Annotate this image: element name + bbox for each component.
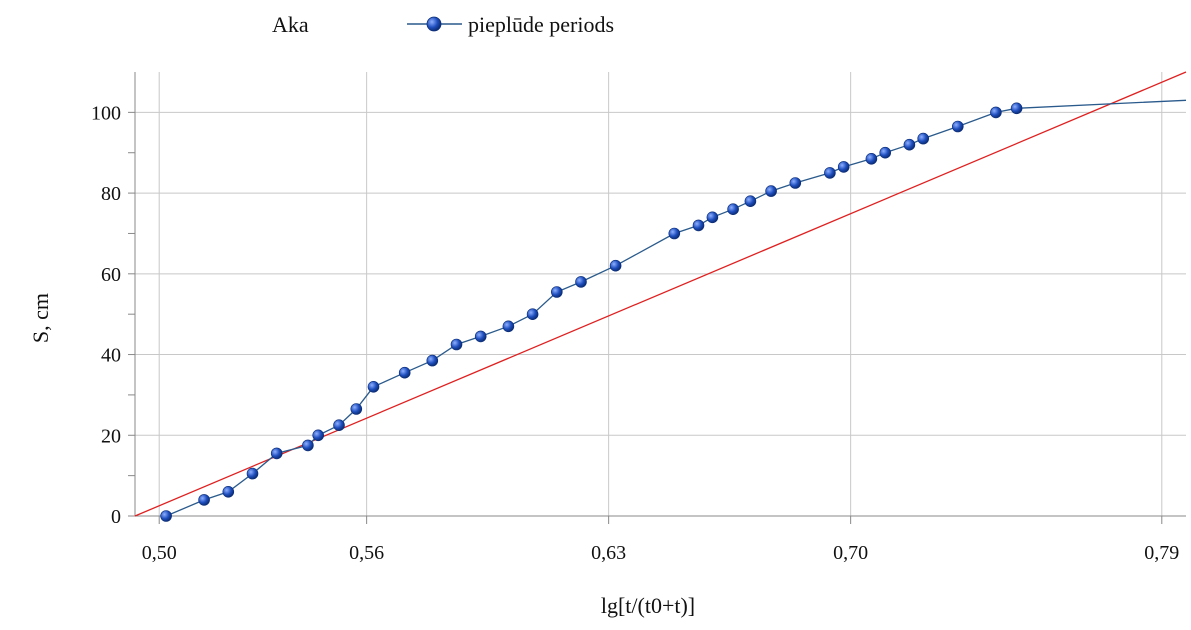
data-point bbox=[222, 485, 235, 498]
data-point bbox=[312, 429, 325, 442]
legend: Aka pieplūde periods bbox=[272, 12, 614, 37]
data-point bbox=[333, 419, 345, 432]
data-point bbox=[160, 510, 172, 522]
data-point bbox=[917, 132, 930, 145]
x-tick-labels: 0,50 0,56 0,63 0,70 0,79 bbox=[142, 542, 1180, 564]
data-point bbox=[765, 185, 777, 197]
data-point bbox=[744, 195, 757, 207]
y-tick-label: 40 bbox=[101, 345, 121, 367]
y-tick-label: 100 bbox=[91, 102, 121, 124]
y-tick-label: 60 bbox=[101, 264, 121, 286]
x-tick-label: 0,56 bbox=[349, 542, 384, 564]
data-point bbox=[903, 138, 916, 151]
series-line bbox=[165, 99, 1187, 517]
data-point bbox=[270, 447, 283, 460]
data-point bbox=[837, 161, 850, 173]
axes bbox=[128, 72, 1186, 524]
x-tick-label: 0,79 bbox=[1144, 542, 1179, 564]
y-tick-label: 0 bbox=[111, 506, 121, 528]
y-tick-labels: 0 20 40 60 80 100 bbox=[91, 102, 121, 528]
data-point bbox=[692, 219, 705, 232]
data-point bbox=[450, 338, 463, 351]
data-point bbox=[865, 153, 878, 165]
data-point bbox=[302, 439, 314, 452]
legend-series-label: Aka bbox=[272, 12, 309, 37]
data-point bbox=[246, 467, 259, 480]
data-point bbox=[824, 167, 836, 179]
x-tick-label: 0,50 bbox=[142, 542, 177, 564]
data-point bbox=[367, 380, 380, 393]
x-tick-label: 0,63 bbox=[591, 542, 626, 564]
legend-series-name: pieplūde periods bbox=[468, 12, 614, 37]
data-point bbox=[502, 320, 515, 333]
data-point bbox=[789, 177, 802, 189]
data-point bbox=[951, 120, 964, 133]
data-point bbox=[426, 354, 439, 367]
data-point bbox=[526, 308, 539, 321]
y-axis-title: S, cm bbox=[28, 293, 53, 343]
y-tick-label: 20 bbox=[101, 425, 121, 447]
data-point bbox=[668, 227, 681, 240]
y-tick-label: 80 bbox=[101, 183, 121, 205]
data-point bbox=[879, 146, 892, 159]
data-point bbox=[575, 276, 587, 288]
data-point bbox=[727, 203, 739, 215]
data-series bbox=[160, 99, 1187, 522]
data-point bbox=[550, 286, 563, 298]
x-tick-label: 0,70 bbox=[833, 542, 868, 564]
data-point bbox=[474, 330, 487, 343]
data-point bbox=[706, 211, 719, 224]
data-point bbox=[350, 403, 363, 415]
data-point bbox=[1010, 102, 1023, 115]
grid-lines bbox=[135, 72, 1186, 517]
x-axis-title: lg[t/(t0+t)] bbox=[601, 593, 695, 618]
legend-marker bbox=[426, 16, 442, 32]
data-point bbox=[609, 259, 622, 272]
data-point bbox=[990, 106, 1002, 119]
data-point bbox=[198, 494, 210, 506]
data-point bbox=[398, 366, 411, 379]
